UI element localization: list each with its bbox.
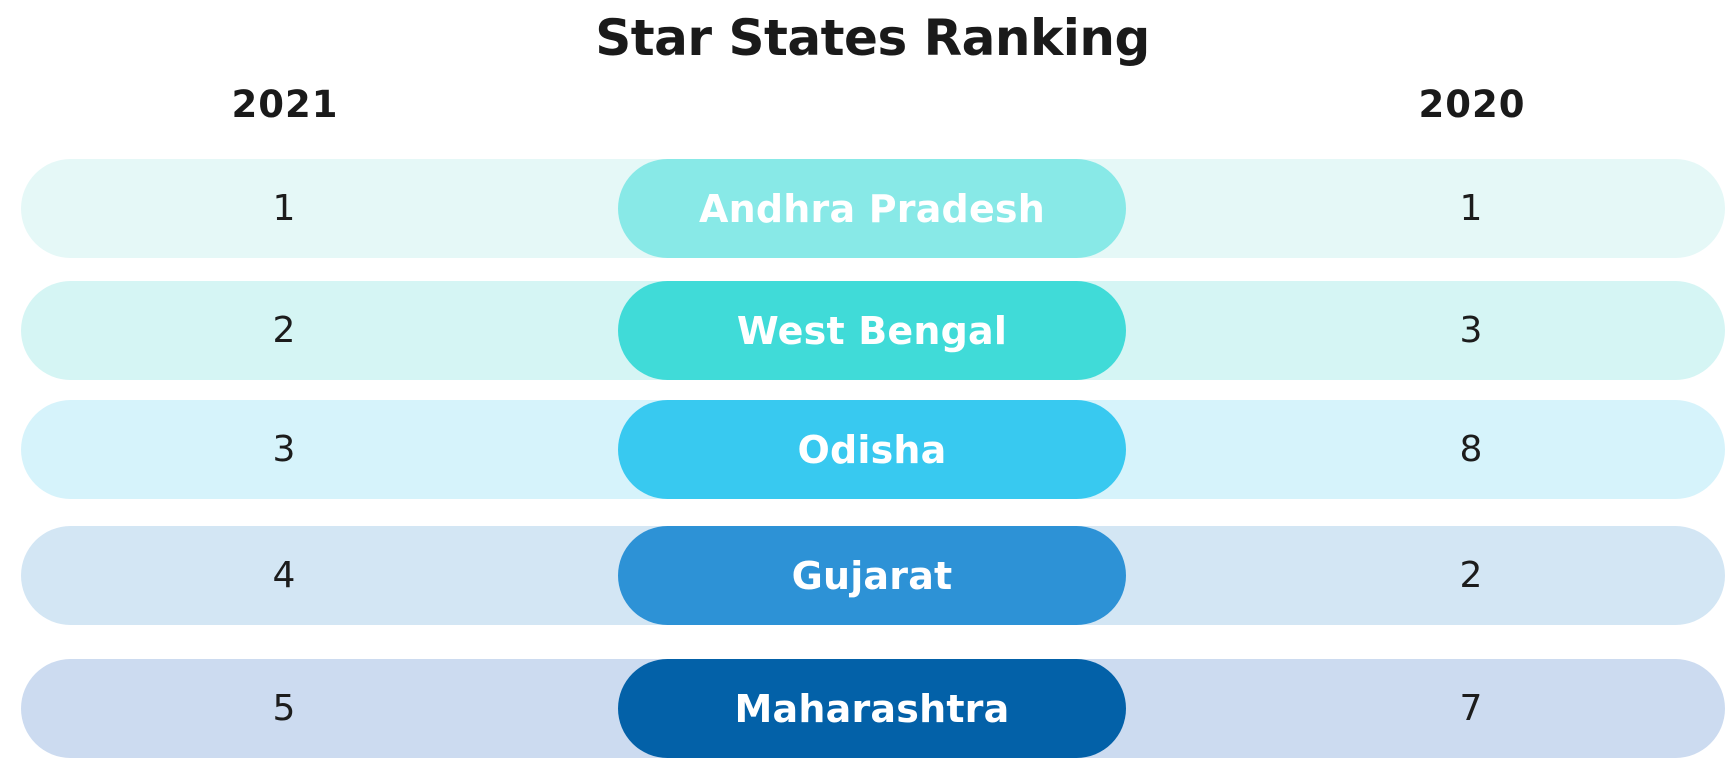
rank-2020: 3 [1459,310,1483,351]
state-pill: Odisha [618,400,1126,499]
header-2021: 2021 [231,83,339,126]
header-2020: 2020 [1418,83,1526,126]
rank-2021: 4 [272,555,296,596]
state-pill: Andhra Pradesh [618,159,1126,258]
rank-2020: 7 [1459,688,1483,729]
ranking-row-andhra-pradesh: 1 Andhra Pradesh 1 [21,159,1725,258]
state-pill: Maharashtra [618,659,1126,758]
rank-2020: 8 [1459,429,1483,470]
state-pill: Gujarat [618,526,1126,625]
state-pill: West Bengal [618,281,1126,380]
rank-2020: 2 [1459,555,1483,596]
ranking-row-west-bengal: 2 West Bengal 3 [21,281,1725,380]
ranking-row-maharashtra: 5 Maharashtra 7 [21,659,1725,758]
rank-2021: 1 [272,188,296,229]
rank-2021: 5 [272,688,296,729]
ranking-row-odisha: 3 Odisha 8 [21,400,1725,499]
ranking-row-gujarat: 4 Gujarat 2 [21,526,1725,625]
rank-2020: 1 [1459,188,1483,229]
chart-title: Star States Ranking [595,9,1150,67]
rank-2021: 2 [272,310,296,351]
rank-2021: 3 [272,429,296,470]
